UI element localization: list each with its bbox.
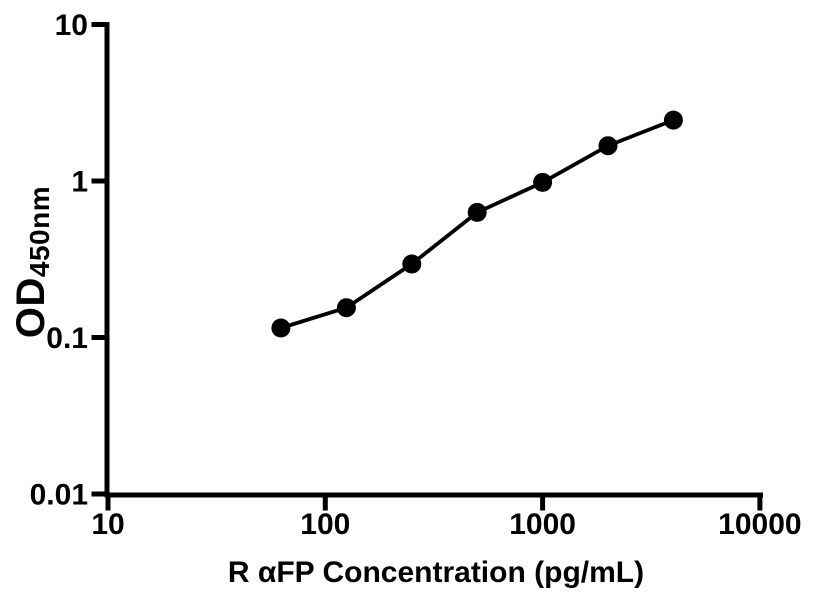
- y-axis-label-subscript: 450nm: [24, 185, 55, 278]
- data-point: [663, 110, 683, 130]
- y-tick-label: 0.01: [30, 479, 88, 512]
- data-point: [402, 254, 422, 274]
- x-axis-label: R αFP Concentration (pg/mL): [227, 556, 645, 589]
- data-point: [336, 298, 356, 318]
- y-tick-label: 10: [55, 9, 88, 42]
- y-axis-label-main: OD: [9, 277, 53, 339]
- data-point: [467, 202, 487, 222]
- x-tick-label: 10000: [718, 508, 801, 541]
- y-tick-label: 1: [71, 166, 88, 199]
- x-tick-label: 100: [300, 508, 350, 541]
- data-point: [598, 136, 618, 156]
- x-tick-label: 10: [91, 508, 124, 541]
- y-tick-label: 0.1: [46, 322, 88, 355]
- x-tick-label: 1000: [509, 508, 576, 541]
- data-point: [271, 318, 291, 338]
- data-point: [533, 172, 553, 192]
- y-axis-label: OD450nm: [6, 62, 56, 462]
